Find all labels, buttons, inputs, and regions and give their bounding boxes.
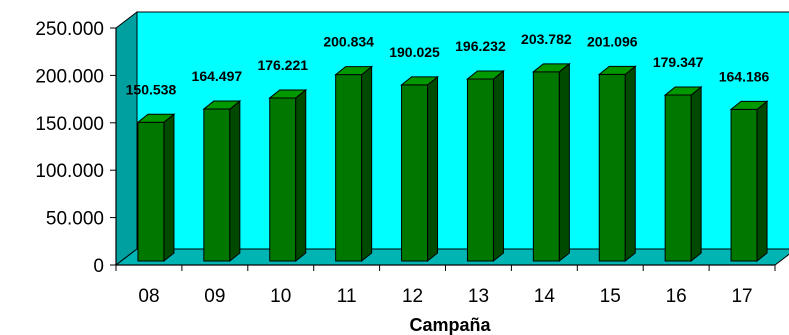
bar-top [663, 86, 703, 96]
bar-top [729, 100, 769, 110]
x-tick-label: 09 [204, 286, 225, 307]
x-tick-label: 16 [666, 286, 687, 307]
y-tick-label: 50.000 [46, 209, 104, 230]
x-axis: 08 09 10 11 12 13 14 15 16 17 [115, 264, 776, 307]
bar [729, 100, 769, 263]
bar-front [466, 78, 494, 262]
y-tick-label: 0 [93, 256, 104, 277]
bar-side [361, 65, 373, 263]
bar-side [492, 69, 504, 263]
bar-side [624, 65, 636, 263]
bar-top [202, 100, 242, 110]
bar-side [163, 113, 175, 263]
bar [400, 75, 439, 263]
y-tick-label: 100.000 [35, 161, 104, 182]
bar [466, 69, 505, 263]
bar-top [268, 89, 308, 99]
bars: 150.538 164.497 176.221 200.834 190.025 196.2… [126, 31, 770, 263]
bar-side [690, 85, 702, 263]
bar-top [597, 65, 637, 75]
bar [136, 113, 176, 263]
bar [597, 65, 637, 263]
bar [334, 65, 374, 263]
x-tick-label: 13 [468, 286, 489, 307]
bar [663, 85, 703, 263]
bar-front [269, 97, 297, 262]
bar-front [335, 74, 363, 262]
bar [268, 88, 308, 263]
bar-top [531, 63, 571, 73]
data-label: 176.221 [257, 57, 308, 73]
y-tick-label: 250.000 [35, 19, 104, 40]
x-tick-label: 11 [337, 286, 357, 307]
bar-top [466, 70, 505, 80]
y-tick-label: 150.000 [35, 114, 104, 135]
bar-side [229, 100, 241, 263]
x-tick-label: 17 [731, 286, 752, 307]
data-label: 164.497 [192, 68, 243, 84]
bar-front [203, 108, 231, 262]
bar-side [427, 75, 439, 263]
side-wall [115, 10, 138, 267]
x-axis-title: Campaña [409, 315, 491, 335]
data-label: 200.834 [323, 34, 374, 50]
bar-front [532, 71, 560, 262]
bar [531, 62, 571, 263]
data-label: 179.347 [653, 54, 704, 70]
data-label: 196.232 [455, 38, 506, 54]
x-tick-label: 14 [534, 286, 556, 307]
y-axis: 0 50.000 100.000 150.000 200.000 250.000 [35, 19, 117, 277]
x-tick-label: 10 [270, 286, 291, 307]
bar [202, 100, 242, 263]
x-tick-label: 15 [600, 286, 621, 307]
x-tick-label: 12 [402, 286, 423, 307]
bar-front [664, 94, 692, 262]
data-label: 190.025 [389, 44, 440, 60]
bar-front [598, 73, 626, 262]
bar-side [295, 88, 307, 263]
bar-top [334, 66, 374, 76]
y-tick-label: 200.000 [35, 66, 104, 87]
data-label: 201.096 [587, 33, 638, 49]
bar-side [558, 62, 570, 263]
bar-front [401, 84, 429, 262]
bar-top [400, 76, 439, 86]
bar-top [136, 113, 176, 123]
bar-side [756, 100, 768, 263]
data-label: 150.538 [126, 81, 177, 97]
data-label: 164.186 [719, 68, 770, 84]
bar-front [730, 108, 758, 262]
data-label: 203.782 [521, 31, 572, 47]
bar-front [137, 121, 165, 262]
x-tick-label: 08 [138, 286, 159, 307]
